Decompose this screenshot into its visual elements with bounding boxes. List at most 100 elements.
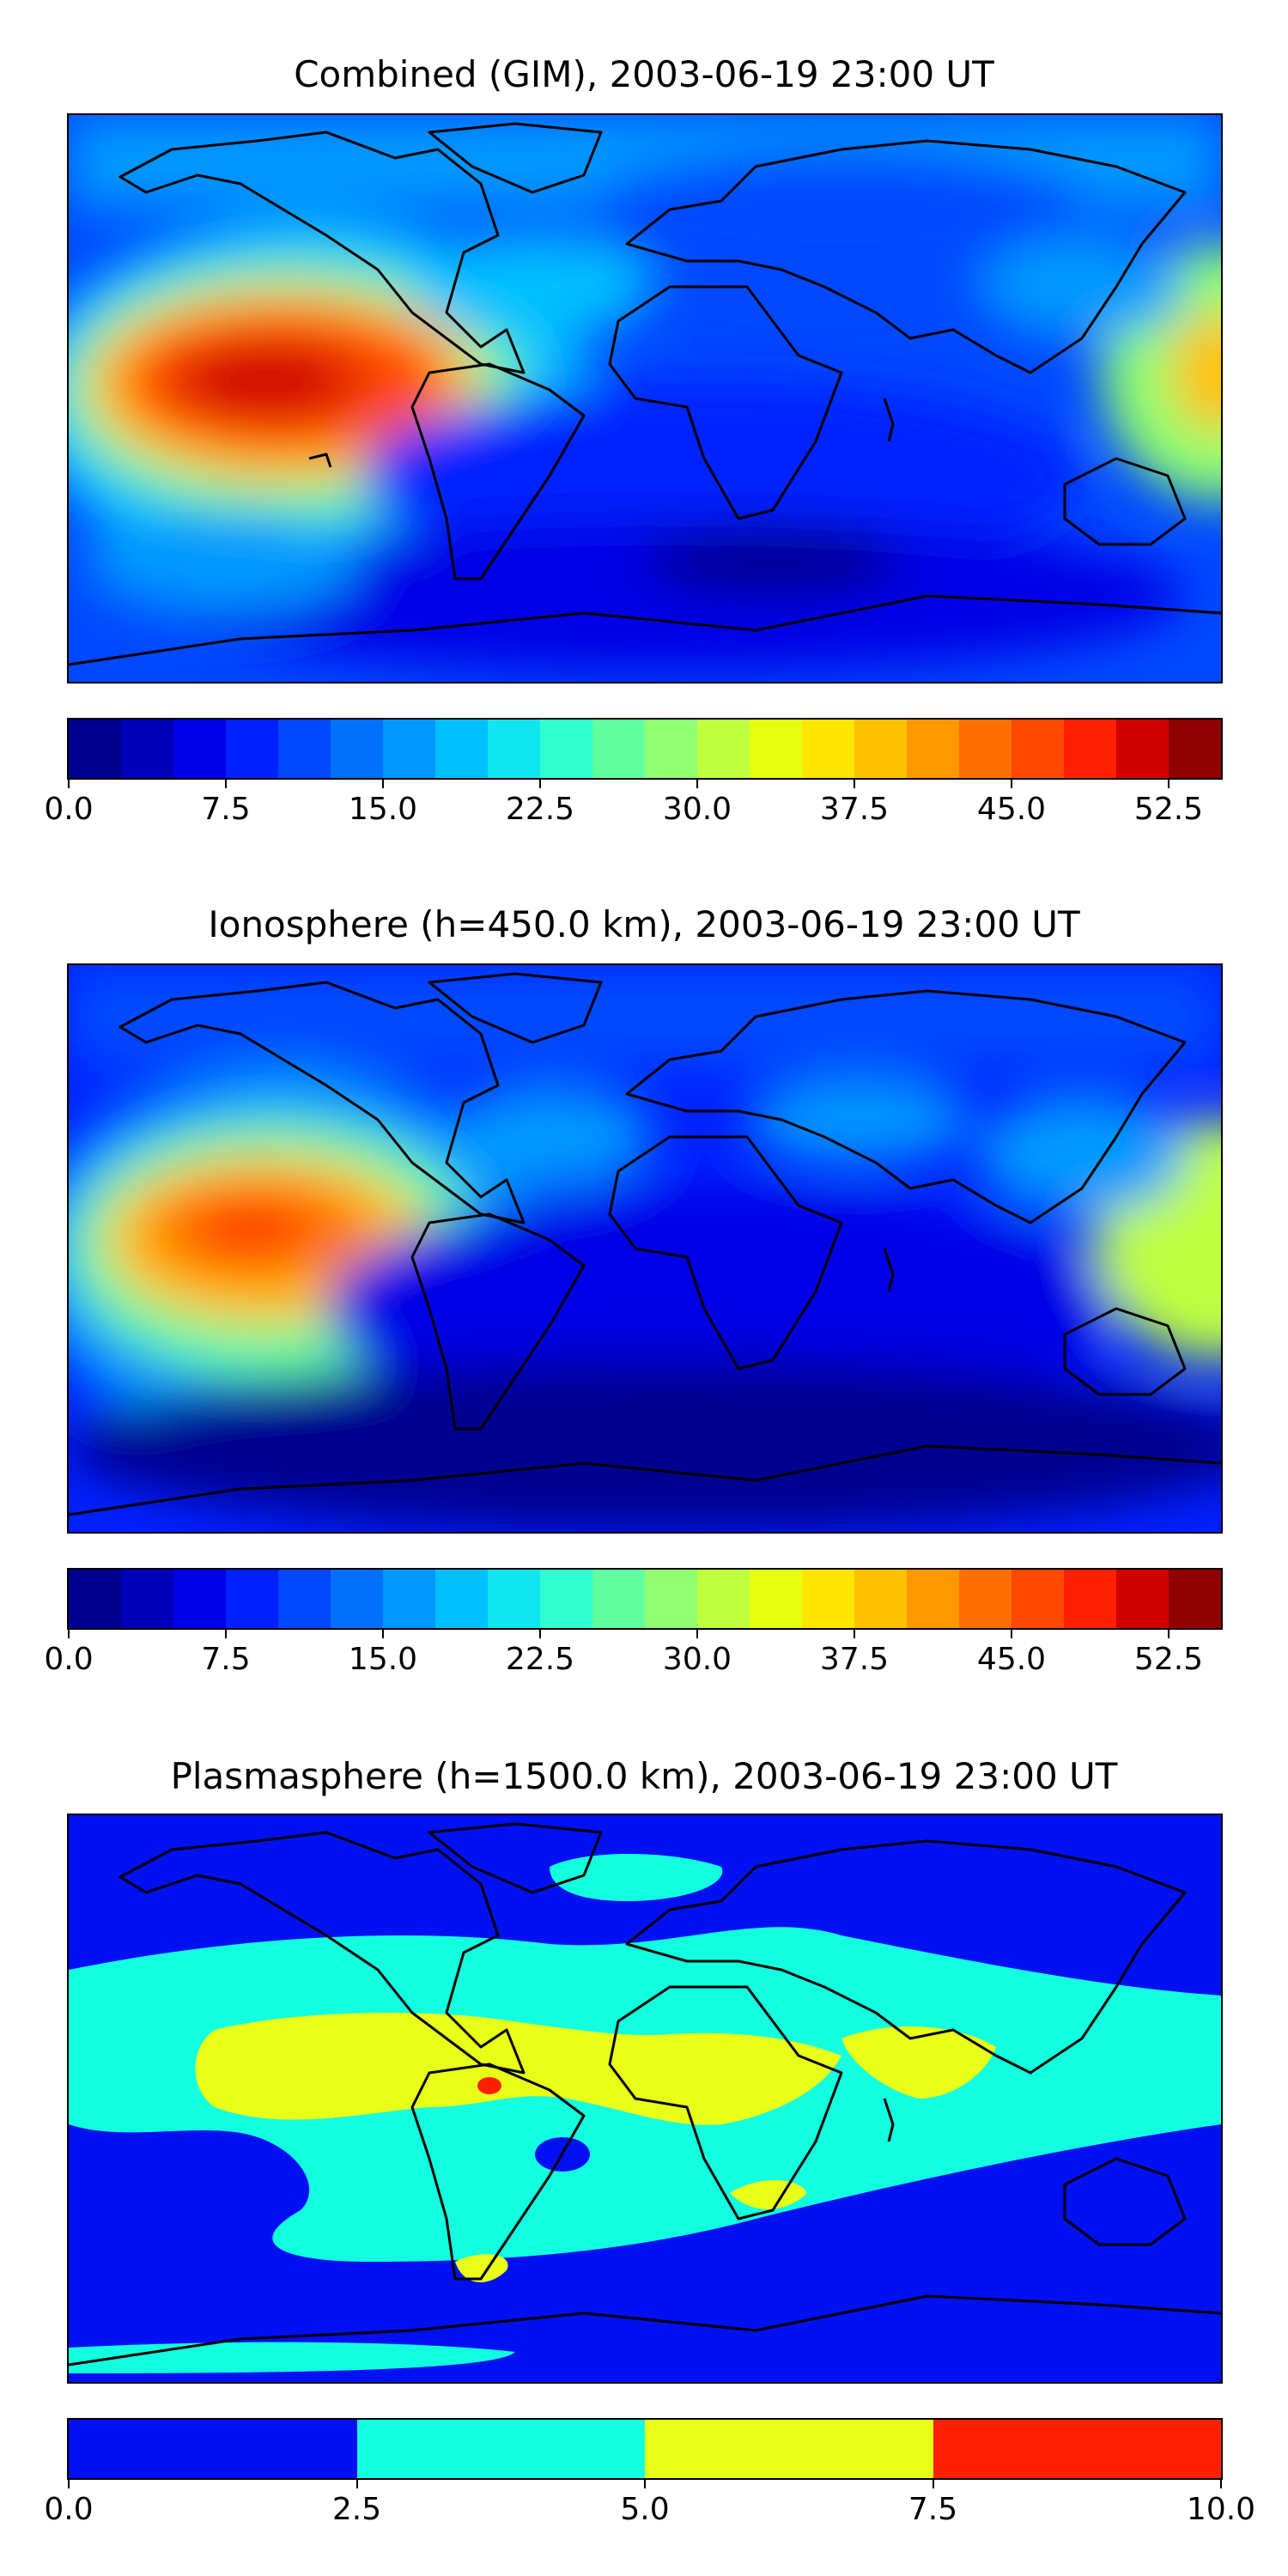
colorbar-segment <box>1064 720 1116 778</box>
colorbar-segment <box>959 720 1012 778</box>
colorbar-tick-label: 52.5 <box>1133 792 1204 827</box>
colorbar-segment <box>278 720 331 778</box>
colorbar-segment <box>173 720 226 778</box>
colorbar-tick-label: 7.5 <box>201 792 251 827</box>
colorbar-segment <box>907 720 959 778</box>
colorbar-tick-label: 37.5 <box>819 1642 890 1677</box>
colorbar-segment <box>121 1570 173 1628</box>
colorbar-segment <box>356 2420 645 2478</box>
colorbar-tick-label: 45.0 <box>976 1642 1047 1677</box>
colorbar-segment <box>802 720 854 778</box>
colorbar-segment <box>226 720 278 778</box>
colorbar-tick <box>1168 778 1170 788</box>
colorbar-segment <box>435 1570 488 1628</box>
colorbar-tick <box>68 778 70 788</box>
panel-title-plasmasphere: Plasmasphere (h=1500.0 km), 2003-06-19 2… <box>170 1755 1118 1797</box>
colorbar-tick-label: 30.0 <box>662 1642 732 1677</box>
colorbar-segment <box>173 1570 226 1628</box>
colorbar-segment <box>121 720 173 778</box>
colorbar-tick-label: 7.5 <box>201 1642 251 1677</box>
map-ionosphere <box>67 963 1223 1534</box>
colorbar-segment <box>488 1570 540 1628</box>
colorbar-tick <box>382 1628 384 1638</box>
colorbar-combined <box>67 718 1223 780</box>
colorbar-tick-label: 10.0 <box>1186 2492 1256 2527</box>
colorbar-segment <box>1012 720 1064 778</box>
colorbar-tick <box>932 2478 934 2488</box>
colorbar-tick-label: 22.5 <box>505 792 575 827</box>
colorbar-segment <box>69 2420 357 2478</box>
colorbar-tick <box>696 1628 698 1638</box>
colorbar-tick <box>854 778 855 788</box>
colorbar-segment <box>959 1570 1012 1628</box>
colorbar-tick <box>225 778 227 788</box>
colorbar-segment <box>69 1570 121 1628</box>
colorbar-segment <box>1012 1570 1064 1628</box>
colorbar-segment <box>592 1570 645 1628</box>
colorbar-tick-label: 52.5 <box>1133 1642 1204 1677</box>
colorbar-tick <box>1168 1628 1170 1638</box>
colorbar-segment <box>592 720 645 778</box>
colorbar-tick <box>1011 778 1012 788</box>
colorbar-ionosphere <box>67 1568 1223 1630</box>
map-combined <box>67 113 1223 683</box>
colorbar-tick <box>644 2478 646 2488</box>
colorbar-segment <box>854 1570 907 1628</box>
colorbar-tick-label: 45.0 <box>976 792 1047 827</box>
colorbar-segment <box>540 720 592 778</box>
colorbar-segment <box>1169 1570 1221 1628</box>
colorbar-tick <box>355 2478 358 2488</box>
colorbar-segment <box>383 720 435 778</box>
colorbar-tick-label: 7.5 <box>908 2492 958 2527</box>
colorbar-segment <box>697 1570 750 1628</box>
colorbar-ticks-combined: 0.0 7.5 15.0 22.5 30.0 37.5 45.0 52.5 <box>44 778 1221 827</box>
colorbar-segment <box>488 720 540 778</box>
colorbar-tick-label: 2.5 <box>331 2492 382 2527</box>
colorbar-segment <box>331 1570 383 1628</box>
colorbar-segment <box>1064 1570 1116 1628</box>
colorbar-segment <box>907 1570 959 1628</box>
colorbar-tick <box>225 1628 227 1638</box>
colorbar-tick <box>68 2478 70 2488</box>
colorbar-tick <box>68 1628 70 1638</box>
colorbar-segment <box>1116 1570 1169 1628</box>
colorbar-segment <box>331 720 383 778</box>
colorbar-segment <box>750 1570 802 1628</box>
colorbar-tick-label: 5.0 <box>620 2492 670 2527</box>
colorbar-tick-label: 0.0 <box>44 2492 94 2527</box>
colorbar-tick-label: 0.0 <box>44 1642 94 1677</box>
colorbar-segment <box>1116 720 1169 778</box>
colorbar-segment <box>383 1570 435 1628</box>
colorbar-segment <box>645 720 697 778</box>
colorbar-tick <box>382 778 384 788</box>
colorbar-tick-label: 37.5 <box>819 792 890 827</box>
colorbar-tick-label: 30.0 <box>662 792 732 827</box>
colorbar-plasmasphere <box>67 2418 1223 2480</box>
colorbar-segment <box>1169 720 1221 778</box>
colorbar-tick <box>1220 2478 1222 2488</box>
colorbar-tick-label: 0.0 <box>44 792 94 827</box>
colorbar-segment <box>854 720 907 778</box>
colorbar-segment <box>69 720 121 778</box>
colorbar-tick-label: 22.5 <box>505 1642 575 1677</box>
colorbar-tick <box>1011 1628 1012 1638</box>
panel-title-combined: Combined (GIM), 2003-06-19 23:00 UT <box>294 53 994 95</box>
map-plasmasphere <box>67 1814 1223 2384</box>
colorbar-tick <box>539 1628 541 1638</box>
colorbar-tick-label: 15.0 <box>348 1642 418 1677</box>
colorbar-tick-label: 15.0 <box>348 792 418 827</box>
colorbar-tick <box>854 1628 855 1638</box>
panel-title-ionosphere: Ionosphere (h=450.0 km), 2003-06-19 23:0… <box>208 903 1080 945</box>
colorbar-ticks-plasmasphere: 0.0 2.5 5.0 7.5 10.0 <box>44 2478 1255 2527</box>
colorbar-tick <box>696 778 698 788</box>
colorbar-segment <box>802 1570 854 1628</box>
colorbar-ticks-ionosphere: 0.0 7.5 15.0 22.5 30.0 37.5 45.0 52.5 <box>44 1628 1221 1677</box>
colorbar-segment <box>750 720 802 778</box>
colorbar-tick <box>539 778 541 788</box>
colorbar-segment <box>645 2420 933 2478</box>
colorbar-segment <box>226 1570 278 1628</box>
colorbar-segment <box>435 720 488 778</box>
colorbar-segment <box>540 1570 592 1628</box>
colorbar-segment <box>697 720 750 778</box>
colorbar-segment <box>933 2420 1221 2478</box>
